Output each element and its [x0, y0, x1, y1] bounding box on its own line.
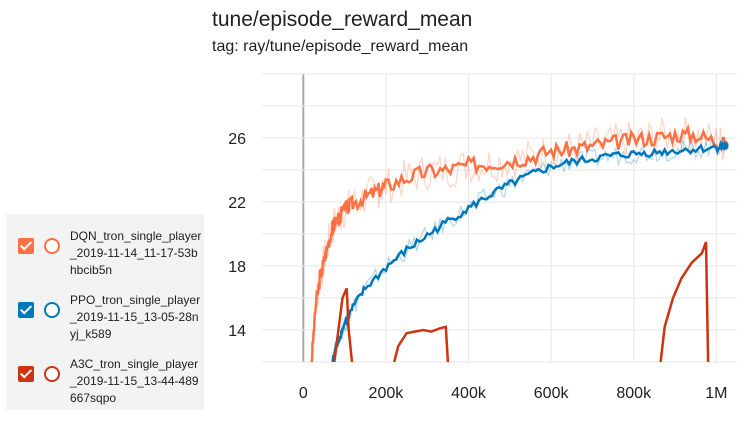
legend-label-a3c: A3C_tron_single_player_2019-11-15_13-44-… [70, 357, 199, 405]
y-axis: 14 18 22 26 [228, 131, 246, 340]
series-1 [331, 136, 729, 362]
legend-item-dqn[interactable]: DQN_tron_single_player_2019-11-14_11-17-… [12, 218, 202, 278]
x-tick-label: 1M [705, 385, 727, 402]
legend-label-dqn: DQN_tron_single_player_2019-11-14_11-17-… [70, 229, 202, 277]
series-lines [310, 117, 729, 362]
legend-checkbox-dqn[interactable] [18, 238, 34, 254]
legend-item-ppo[interactable]: PPO_tron_single_player_2019-11-15_13-05-… [12, 282, 200, 342]
legend-label-ppo: PPO_tron_single_player_2019-11-15_13-05-… [70, 293, 201, 341]
y-tick-label: 26 [228, 131, 246, 148]
series-line [659, 241, 710, 362]
series-line [331, 139, 726, 362]
y-tick-label: 14 [228, 323, 246, 340]
series-2 [333, 241, 710, 362]
chart-title: tune/episode_reward_mean [212, 8, 473, 31]
x-tick-label: 200k [369, 385, 405, 402]
legend-checkbox-a3c[interactable] [18, 366, 34, 382]
series-raw-line [311, 117, 726, 362]
series-line [310, 123, 726, 362]
legend-radio-a3c[interactable] [44, 366, 60, 382]
series-line [392, 325, 450, 362]
legend: DQN_tron_single_player_2019-11-14_11-17-… [6, 214, 204, 410]
x-tick-label: 0 [299, 385, 308, 402]
series-endpoint [720, 142, 729, 150]
y-tick-label: 22 [228, 195, 246, 212]
x-axis: 0 200k 400k 600k 800k 1M [299, 385, 728, 402]
x-tick-label: 800k [616, 385, 652, 402]
chart-subtitle: tag: ray/tune/episode_reward_mean [212, 38, 469, 55]
line-chart[interactable]: 0 200k 400k 600k 800k 1M 14 18 22 26 [212, 64, 742, 414]
grid [262, 73, 737, 363]
x-tick-label: 400k [451, 385, 487, 402]
legend-radio-dqn[interactable] [44, 238, 60, 254]
y-tick-label: 18 [228, 259, 246, 276]
legend-radio-ppo[interactable] [44, 302, 60, 318]
series-line [333, 287, 354, 362]
legend-checkbox-ppo[interactable] [18, 302, 34, 318]
x-tick-label: 600k [534, 385, 570, 402]
legend-item-a3c[interactable]: A3C_tron_single_player_2019-11-15_13-44-… [12, 346, 200, 406]
